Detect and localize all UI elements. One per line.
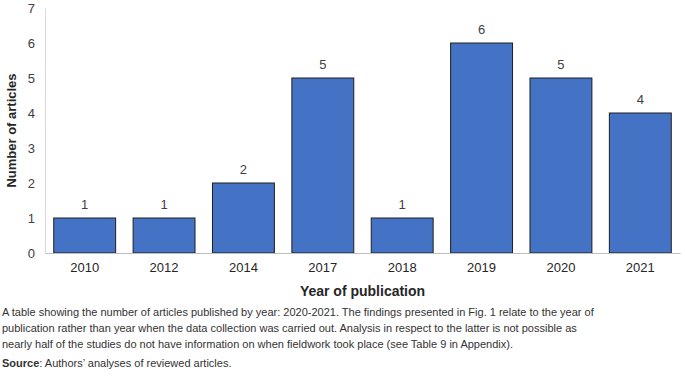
- bar: [54, 218, 116, 253]
- y-axis-line: [45, 9, 46, 254]
- data-labels: 1 1 2 5 1 6 5 4: [81, 22, 644, 212]
- bar: [212, 183, 274, 253]
- y-tick: 6: [28, 36, 45, 51]
- y-tick-label: 6: [28, 36, 35, 51]
- x-tick: 2018: [388, 253, 417, 275]
- source-text: : Authors’ analyses of reviewed articles…: [39, 357, 231, 369]
- x-tick-label: 2012: [150, 260, 179, 275]
- y-tick: 2: [28, 176, 45, 191]
- x-tick: 2017: [308, 253, 337, 275]
- plot: 0 1 2 3 4 5 6 7 2010 2012 2014 2017 2018 2019 2020 2021…: [28, 1, 681, 276]
- bar: [609, 113, 671, 253]
- data-label: 1: [399, 197, 406, 212]
- x-tick: 2014: [229, 253, 258, 275]
- bars: [54, 43, 672, 253]
- data-label: 6: [478, 22, 485, 37]
- x-axis: 2010 2012 2014 2017 2018 2019 2020 2021: [46, 253, 681, 275]
- y-tick-label: 4: [28, 106, 35, 121]
- data-label: 5: [557, 57, 564, 72]
- data-label: 4: [637, 92, 644, 107]
- data-label: 5: [319, 57, 326, 72]
- caption: A table showing the number of articles p…: [2, 306, 595, 318]
- y-tick: 0: [28, 246, 45, 261]
- data-label: 2: [240, 162, 247, 177]
- y-tick: 4: [28, 106, 45, 121]
- x-tick: 2020: [546, 253, 575, 275]
- y-tick-label: 0: [28, 246, 35, 261]
- x-tick-label: 2018: [388, 260, 417, 275]
- y-axis: 0 1 2 3 4 5 6 7: [28, 1, 46, 261]
- y-tick-label: 1: [28, 211, 35, 226]
- y-tick-label: 3: [28, 141, 35, 156]
- y-tick: 1: [28, 211, 45, 226]
- x-tick-label: 2019: [467, 260, 496, 275]
- source: Source: Authors’ analyses of reviewed ar…: [2, 357, 231, 369]
- x-tick: 2010: [70, 253, 99, 275]
- x-tick: 2012: [150, 253, 179, 275]
- bar: [292, 78, 354, 253]
- x-axis-title: Year of publication: [300, 283, 425, 299]
- x-tick-label: 2014: [229, 260, 258, 275]
- x-axis-line: [46, 253, 681, 254]
- x-tick: 2019: [467, 253, 496, 275]
- x-tick-label: 2010: [70, 260, 99, 275]
- y-tick: 7: [28, 1, 45, 16]
- caption: publication rather than year when the da…: [2, 322, 577, 334]
- y-tick-label: 5: [28, 71, 35, 86]
- bar: [371, 218, 433, 253]
- x-tick-label: 2021: [626, 260, 655, 275]
- y-tick-label: 7: [28, 1, 35, 16]
- x-tick-label: 2020: [546, 260, 575, 275]
- data-label: 1: [160, 197, 167, 212]
- y-tick: 3: [28, 141, 45, 156]
- data-label: 1: [81, 197, 88, 212]
- y-tick: 5: [28, 71, 45, 86]
- bar: [530, 78, 592, 253]
- y-tick-label: 2: [28, 176, 35, 191]
- chart: 0 1 2 3 4 5 6 7 2010 2012 2014 2017 2018 2019 2020 2021…: [0, 0, 685, 392]
- source-label: Source: [2, 357, 39, 369]
- y-axis-title: Number of articles: [4, 73, 19, 187]
- x-tick: 2021: [626, 253, 655, 275]
- x-tick-label: 2017: [308, 260, 337, 275]
- bar: [133, 218, 195, 253]
- caption: nearly half of the studies do not have i…: [2, 338, 513, 350]
- bar: [451, 43, 513, 253]
